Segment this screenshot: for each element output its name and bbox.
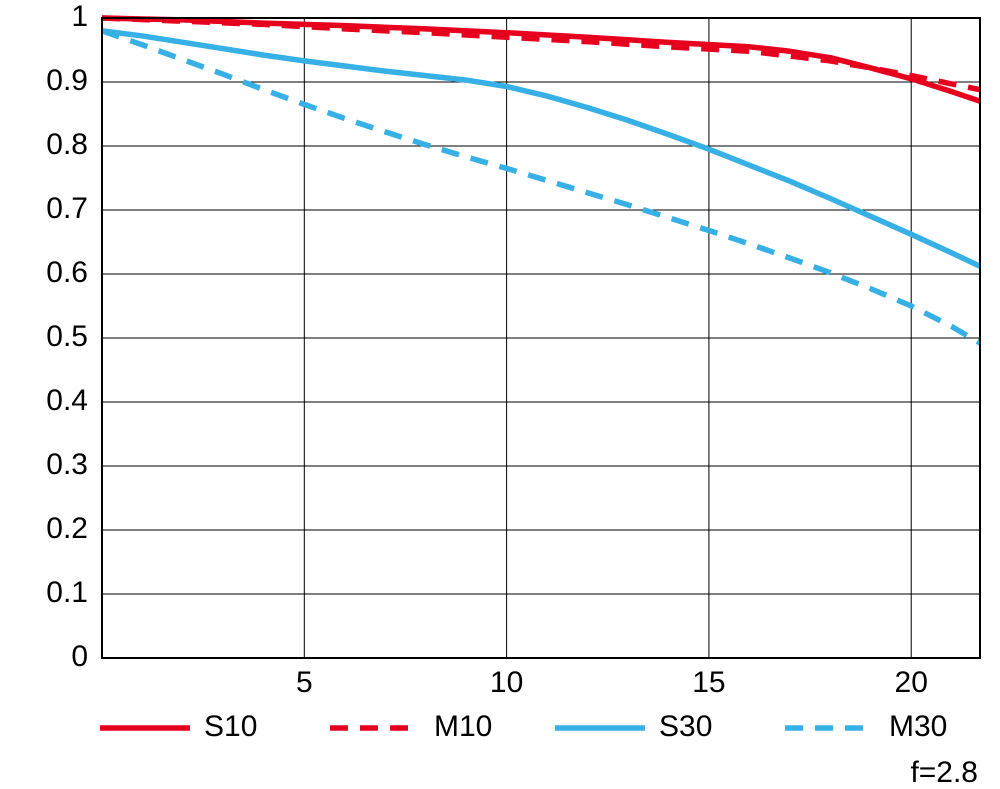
y-tick-label: 0 [71,640,88,673]
y-tick-label: 1 [71,0,88,33]
y-tick-label: 0.2 [46,512,88,545]
aperture-caption: f=2.8 [910,756,978,789]
x-tick-label: 20 [895,666,928,699]
y-tick-label: 0.5 [46,320,88,353]
legend-label-s30: S30 [659,710,712,743]
y-tick-label: 0.7 [46,192,88,225]
mtf-chart: 00.10.20.30.40.50.60.70.80.915101520S10M… [0,0,1000,789]
y-tick-label: 0.3 [46,448,88,481]
x-tick-label: 5 [296,666,313,699]
x-tick-label: 15 [692,666,725,699]
legend-label-s10: S10 [204,710,257,743]
y-tick-label: 0.6 [46,256,88,289]
chart-svg: 00.10.20.30.40.50.60.70.80.915101520S10M… [0,0,1000,789]
x-tick-label: 10 [490,666,523,699]
y-tick-label: 0.4 [46,384,88,417]
y-tick-label: 0.9 [46,64,88,97]
legend-label-m10: M10 [434,710,492,743]
y-tick-label: 0.8 [46,128,88,161]
legend-label-m30: M30 [889,710,947,743]
y-tick-label: 0.1 [46,576,88,609]
